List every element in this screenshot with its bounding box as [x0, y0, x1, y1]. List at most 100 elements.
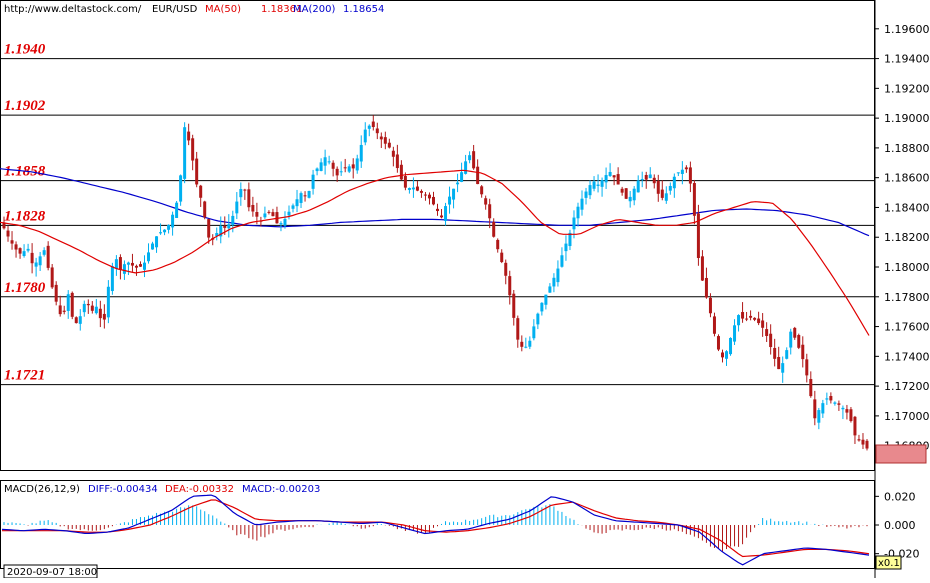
candle-body [399, 164, 403, 180]
price-tick-label: 1.17800 [884, 291, 930, 304]
price-tick-label: 1.17000 [884, 410, 930, 423]
candle-body [552, 277, 556, 287]
current-price-box [875, 444, 927, 464]
price-tick-label: 1.19400 [884, 53, 930, 66]
price-tick-label: 1.18400 [884, 201, 930, 214]
candle-body [580, 198, 584, 210]
candle-body [14, 244, 18, 250]
price-axis: 1.19600 1.19400 1.19200 1.19000 1.18800 1.186… [875, 23, 930, 453]
candle-body [440, 215, 444, 218]
candle-body [383, 137, 387, 144]
candle-body [749, 315, 753, 318]
candle-body [576, 206, 580, 219]
candle-body [179, 175, 183, 202]
candle-body [22, 251, 26, 256]
candle-body [215, 233, 219, 236]
candle-body [821, 403, 825, 414]
ma50-value: 1.18361 [261, 4, 302, 15]
candle-body [644, 175, 648, 180]
candle-body [480, 186, 484, 195]
candle-body [700, 256, 704, 281]
candle-body [849, 409, 853, 422]
candle-body [243, 189, 247, 191]
level-label: 1.1902 [4, 98, 46, 114]
candle-body [114, 259, 118, 269]
candle-body [472, 151, 476, 169]
price-tick-label: 1.18800 [884, 142, 930, 155]
candle-body [359, 144, 363, 162]
candle-body [773, 347, 777, 359]
candle-body [708, 297, 712, 314]
candle-body [801, 344, 805, 360]
candle-body [291, 205, 295, 209]
candle-body [612, 175, 616, 178]
candle-body [468, 155, 472, 161]
candle-body [632, 188, 636, 201]
candle-body [387, 142, 391, 148]
candle-body [407, 188, 411, 190]
zoom-box[interactable] [875, 555, 902, 570]
candle-body [556, 268, 560, 283]
candle-body [191, 138, 195, 161]
candle-body [411, 187, 415, 190]
candle-body [171, 214, 175, 228]
candle-body [86, 303, 90, 306]
candle-body [805, 359, 809, 376]
candle-body [207, 219, 211, 238]
candle-body [227, 224, 231, 229]
candle-body [427, 194, 431, 199]
candle-body [110, 266, 114, 292]
candle-body [98, 308, 102, 319]
candle-body [391, 150, 395, 157]
macd-tick-label: 0.000 [884, 519, 916, 532]
candle-body [737, 315, 741, 326]
candle-body [323, 157, 327, 166]
candle-body [712, 316, 716, 334]
ma50-polyline [0, 169, 870, 336]
candle-body [500, 252, 504, 263]
candle-body [664, 193, 668, 201]
candle-body [122, 264, 126, 274]
candle-body [351, 164, 355, 169]
candle-body [363, 129, 367, 143]
macd-diff-line [1, 494, 870, 566]
price-tick-label: 1.19200 [884, 82, 930, 95]
candle-body [26, 248, 30, 251]
candle-body [488, 204, 492, 219]
candle-body [692, 183, 696, 216]
candle-body [251, 204, 255, 212]
candle-body [668, 185, 672, 191]
candle-body [460, 172, 464, 182]
candle-body [596, 184, 600, 186]
zoom-label[interactable]: x0.1 [878, 558, 900, 569]
candle-body [448, 196, 452, 205]
source-url[interactable]: http://www.deltastock.com/ [4, 4, 142, 15]
price-tick-label: 1.17600 [884, 321, 930, 334]
candle-body [126, 262, 130, 265]
candle-body [90, 305, 94, 311]
price-tick-label: 1.19000 [884, 112, 930, 125]
candle-body [648, 174, 652, 179]
candle-body [720, 352, 724, 358]
price-tick-label: 1.18600 [884, 172, 930, 185]
candle-body [371, 121, 375, 128]
macd-title: MACD(26,12,9) [4, 484, 80, 495]
candle-body [568, 232, 572, 247]
candle-body [195, 158, 199, 185]
candle-body [335, 168, 339, 176]
candle-body [82, 303, 86, 313]
candle-body [861, 439, 865, 445]
candle-body [584, 191, 588, 198]
symbol-label: EUR/USD [152, 4, 198, 15]
candle-body [367, 125, 371, 129]
candlesticks [2, 115, 869, 451]
candle-body [235, 201, 239, 214]
price-tick-label: 1.18000 [884, 261, 930, 274]
candle-body [540, 302, 544, 312]
candle-body [38, 256, 42, 266]
macd-tick-label: 0.020 [884, 490, 916, 503]
candle-body [476, 166, 480, 185]
macd-dea-line [2, 499, 870, 558]
candle-body [431, 196, 435, 205]
